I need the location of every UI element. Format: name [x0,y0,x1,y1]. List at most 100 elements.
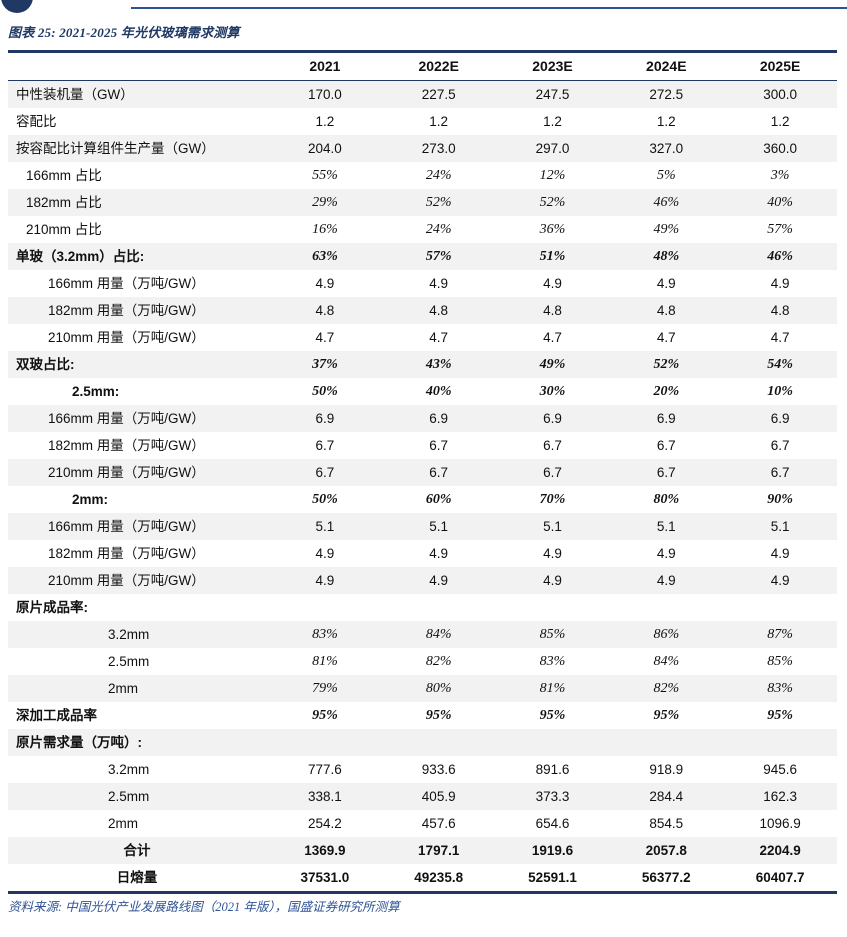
cell: 60% [425,492,452,507]
cell: 6.7 [656,465,676,480]
table-row: 166mm 占比 55% 24% 12% 5% 3% [8,162,837,189]
cell: 6.9 [770,411,790,426]
column-header-2023e: 2023E [495,51,610,81]
cell: 16% [312,222,338,237]
row-label: 按容配比计算组件生产量（GW） [16,141,215,156]
cell [496,594,610,621]
row-label: 166mm 占比 [26,168,102,183]
cell: 4.7 [656,330,676,345]
table-row: 182mm 用量（万吨/GW） 4.9 4.9 4.9 4.9 4.9 [8,540,837,567]
cell: 4.9 [429,276,449,291]
table-row: 2mm 79% 80% 81% 82% 83% [8,675,837,702]
cell: 80% [425,681,452,696]
cell: 50% [312,384,338,399]
cell: 84% [653,654,680,669]
cell: 95% [539,708,566,723]
cell: 60407.7 [755,870,805,885]
row-label: 210mm 用量（万吨/GW） [48,465,205,480]
table-row: 166mm 用量（万吨/GW） 4.9 4.9 4.9 4.9 4.9 [8,270,837,297]
cell: 854.5 [649,816,684,831]
cell: 1.2 [315,114,335,129]
table-row: 2.5mm 338.1 405.9 373.3 284.4 162.3 [8,783,837,810]
table-row: 210mm 占比 16% 24% 36% 49% 57% [8,216,837,243]
cell: 4.9 [770,546,790,561]
cell: 49% [539,357,566,372]
table-body: 中性装机量（GW） 170.0 227.5 247.5 272.5 300.0 容配比 1.2… [8,80,837,893]
cell: 4.8 [543,303,562,318]
table-row: 182mm 用量（万吨/GW） 4.8 4.8 4.8 4.8 4.8 [8,297,837,324]
cell: 1.2 [770,114,790,129]
table-row: 原片成品率: [8,594,837,621]
cell: 918.9 [649,762,684,777]
row-label: 合计 [123,843,151,858]
row-label: 容配比 [16,114,57,129]
cell: 86% [653,627,680,642]
cell: 80% [653,492,680,507]
cell: 2204.9 [759,843,801,858]
cell: 4.9 [315,276,335,291]
cell: 55% [312,168,338,183]
cell: 4.9 [543,276,562,291]
table-row: 2.5mm: 50% 40% 30% 20% 10% [8,378,837,405]
cell: 300.0 [763,87,797,102]
cell: 51% [539,249,566,264]
cell: 4.9 [429,546,449,561]
row-label: 2mm [108,681,138,696]
row-label: 166mm 用量（万吨/GW） [48,411,205,426]
cell: 4.9 [315,573,335,588]
column-header-2021: 2021 [268,51,382,81]
cell [496,729,610,756]
cell: 6.9 [315,411,335,426]
row-label: 210mm 占比 [26,222,102,237]
cell [609,729,723,756]
row-label: 2mm: [72,492,109,507]
cell: 6.9 [429,411,449,426]
cell: 4.9 [770,573,790,588]
cell: 84% [425,627,452,642]
cell: 20% [653,384,680,399]
cell: 24% [425,168,452,183]
cell: 4.9 [656,276,676,291]
cell: 83% [312,627,338,642]
cell: 90% [767,492,793,507]
cell: 1096.9 [759,816,801,831]
table-row: 2mm: 50% 60% 70% 80% 90% [8,486,837,513]
row-label: 原片需求量（万吨）: [16,735,142,750]
header-rule [131,7,847,9]
cell: 373.3 [535,789,570,804]
cell: 87% [767,627,793,642]
table-row: 按容配比计算组件生产量（GW） 204.0 273.0 297.0 327.0 360.0 [8,135,837,162]
cell: 5.1 [429,519,449,534]
row-label: 3.2mm [108,762,150,777]
table-row: 210mm 用量（万吨/GW） 4.9 4.9 4.9 4.9 4.9 [8,567,837,594]
table-row: 双玻占比: 37% 43% 49% 52% 54% [8,351,837,378]
cell: 457.6 [421,816,456,831]
row-label: 210mm 用量（万吨/GW） [48,573,205,588]
table-row: 210mm 用量（万吨/GW） 6.7 6.7 6.7 6.7 6.7 [8,459,837,486]
cell: 81% [312,654,338,669]
cell: 162.3 [763,789,797,804]
figure-title: 图表 25: 2021-2025 年光伏玻璃需求测算 [8,25,240,40]
table-row: 原片需求量（万吨）: [8,729,837,756]
table-row: 合计 1369.9 1797.1 1919.6 2057.8 2204.9 [8,837,837,864]
cell: 2057.8 [645,843,687,858]
cell [382,729,496,756]
cell: 40% [767,195,793,210]
cell: 4.9 [770,276,790,291]
row-label: 日熔量 [116,870,158,885]
cell: 227.5 [421,87,456,102]
row-label: 原片成品率: [16,600,88,615]
cell: 327.0 [649,141,684,156]
cell: 1919.6 [531,843,574,858]
cell: 52% [425,195,452,210]
cell: 40% [425,384,452,399]
cell: 82% [653,681,680,696]
cell [723,594,837,621]
row-label: 单玻（3.2mm）占比: [16,249,145,264]
cell: 4.9 [543,546,562,561]
cell: 6.7 [543,438,562,453]
cell: 49% [653,222,680,237]
cell: 30% [539,384,566,399]
cell: 52% [539,195,566,210]
table-row: 166mm 用量（万吨/GW） 6.9 6.9 6.9 6.9 6.9 [8,405,837,432]
